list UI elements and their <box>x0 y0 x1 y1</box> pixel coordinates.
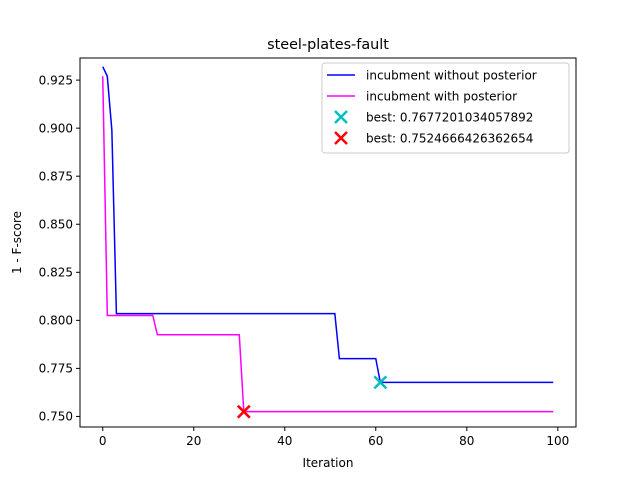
legend-label: best: 0.7524666426362654 <box>366 131 533 145</box>
y-axis-label: 1 - F-score <box>10 211 24 274</box>
plot-area <box>102 66 554 419</box>
legend-x-swatch <box>334 110 348 124</box>
x-axis-label: Iteration <box>303 456 354 470</box>
series-line-1 <box>102 66 554 384</box>
y-tick-label: 0.750 <box>39 410 73 424</box>
y-tick-label: 0.825 <box>39 266 73 280</box>
x-tick-label: 0 <box>99 434 107 448</box>
legend-box <box>321 62 570 154</box>
best-marker-2 <box>236 404 251 419</box>
x-axis-ticks: 0 20 40 60 80 100 <box>99 427 569 448</box>
best-marker-1 <box>373 375 388 390</box>
marker-layer <box>236 375 388 419</box>
y-tick-label: 0.850 <box>39 218 73 232</box>
axes-frame <box>79 57 577 428</box>
y-tick-label: 0.925 <box>39 73 73 87</box>
legend: incubment without posterior incubment wit… <box>321 62 570 154</box>
x-tick-label: 40 <box>277 434 292 448</box>
legend-entry-3: best: 0.7677201034057892 <box>334 110 533 124</box>
y-tick-label: 0.775 <box>39 362 73 376</box>
legend-entry-2: incubment with posterior <box>327 89 517 103</box>
legend-label: incubment with posterior <box>366 89 517 103</box>
x-tick-label: 80 <box>459 434 474 448</box>
legend-label: incubment without posterior <box>366 68 537 82</box>
chart-title: steel-plates-fault <box>267 37 389 53</box>
legend-x-swatch <box>334 131 348 145</box>
y-tick-label: 0.875 <box>39 169 73 183</box>
legend-entry-1: incubment without posterior <box>327 68 537 82</box>
x-tick-label: 60 <box>368 434 383 448</box>
y-axis-ticks: 0.750 0.775 0.800 0.825 0.850 0.875 0.900 0.925 <box>39 73 80 424</box>
x-tick-label: 20 <box>186 434 201 448</box>
x-tick-label: 100 <box>546 434 569 448</box>
legend-label: best: 0.7677201034057892 <box>366 110 533 124</box>
legend-entry-4: best: 0.7524666426362654 <box>334 131 533 145</box>
y-tick-label: 0.900 <box>39 121 73 135</box>
y-tick-label: 0.800 <box>39 314 73 328</box>
legend-entries: incubment without posterior incubment wit… <box>327 68 537 145</box>
